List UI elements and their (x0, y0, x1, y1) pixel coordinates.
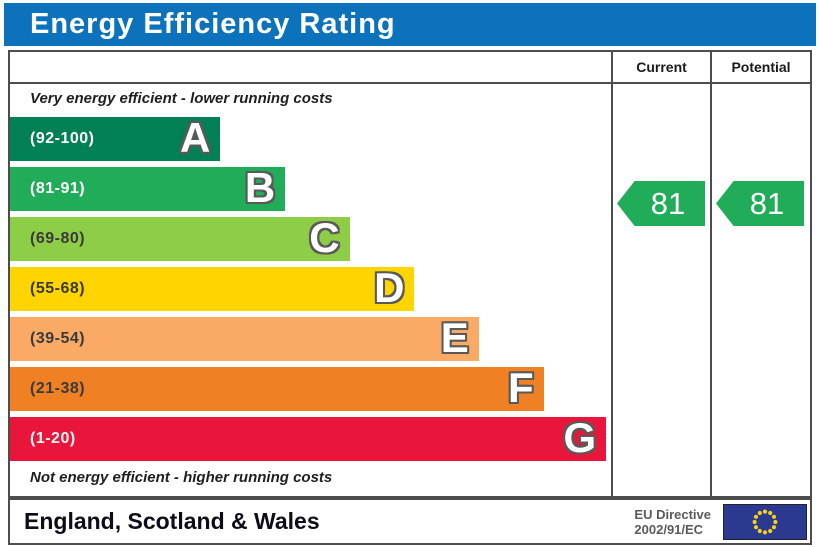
band-row-f: (21-38) F (10, 363, 544, 411)
current-rating-arrow: 81 (617, 181, 705, 226)
band-letter: C (309, 213, 340, 261)
potential-rating-column: 81 (710, 84, 810, 496)
band-scale-panel: Very energy efficient - lower running co… (10, 84, 611, 496)
column-header-potential: Potential (710, 52, 810, 84)
band-range-label: (69-80) (30, 229, 86, 247)
potential-rating-value: 81 (749, 185, 785, 221)
band-range-label: (92-100) (30, 129, 95, 147)
band-letter: F (508, 363, 534, 411)
header-spacer (10, 52, 611, 84)
band-letter: G (563, 413, 597, 461)
band-letter: A (180, 113, 211, 161)
band-range-label: (39-54) (30, 329, 86, 347)
potential-rating-arrow: 81 (716, 181, 804, 226)
band-row-a: (92-100) A (10, 113, 221, 161)
bottom-note: Not energy efficient - higher running co… (30, 469, 333, 486)
page-title: Energy Efficiency Rating (4, 3, 816, 46)
eu-flag-icon (723, 503, 807, 540)
eu-directive-line2: 2002/91/EC (634, 521, 704, 537)
band-range-label: (21-38) (30, 379, 86, 397)
band-letter: E (440, 313, 469, 361)
current-rating-value: 81 (650, 185, 686, 221)
current-rating-column: 81 (611, 84, 710, 496)
band-list: (92-100) A (81-91) B (69-80) C (55-68) D… (10, 113, 611, 461)
eu-directive-line1: EU Directive (634, 506, 711, 522)
eu-directive-label: EU Directive 2002/91/EC (634, 507, 711, 537)
band-row-e: (39-54) E (10, 313, 479, 361)
band-letter: D (374, 263, 405, 311)
band-row-d: (55-68) D (10, 263, 415, 311)
band-range-label: (81-91) (30, 179, 86, 197)
column-header-current: Current (611, 52, 710, 84)
top-note: Very energy efficient - lower running co… (30, 90, 333, 107)
band-row-b: (81-91) B (10, 163, 286, 211)
band-range-label: (1-20) (30, 429, 76, 447)
band-row-c: (69-80) C (10, 213, 350, 261)
footer: England, Scotland & Wales EU Directive 2… (8, 498, 812, 545)
region-label: England, Scotland & Wales (24, 508, 320, 534)
energy-rating-chart: Current Potential Very energy efficient … (8, 50, 812, 498)
band-letter: B (244, 163, 276, 211)
band-range-label: (55-68) (30, 279, 86, 297)
band-row-g: (1-20) G (10, 413, 607, 461)
